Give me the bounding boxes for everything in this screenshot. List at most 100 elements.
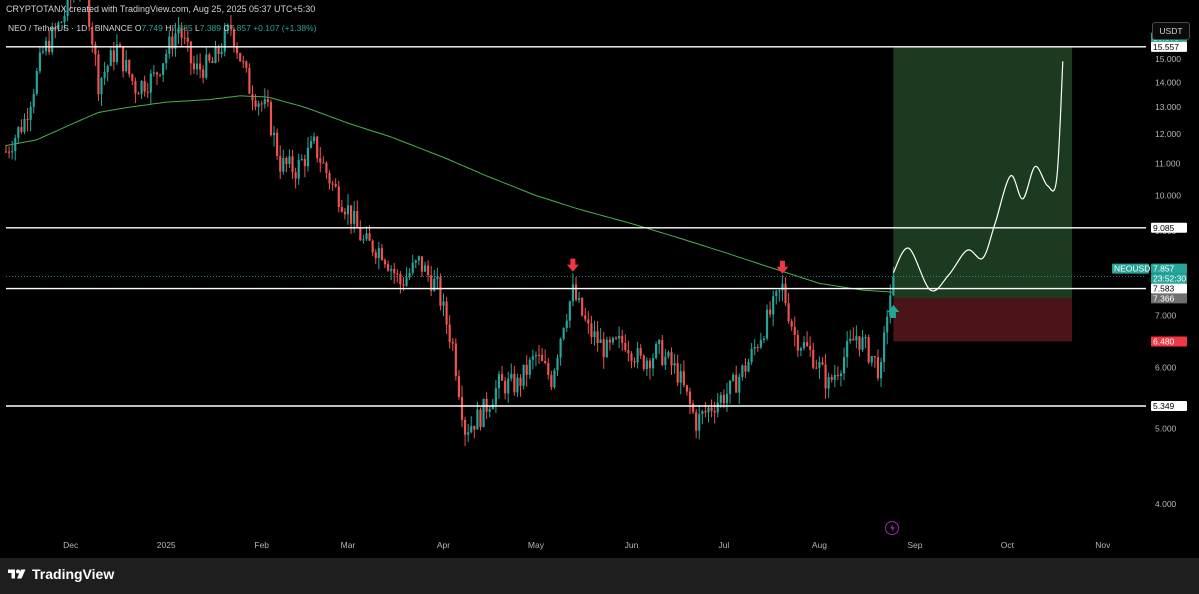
candle-body xyxy=(716,402,719,413)
candle-body xyxy=(562,328,565,339)
candle-body xyxy=(211,60,214,63)
candle-body xyxy=(260,103,263,105)
price-tag-text: 7.366 xyxy=(1153,293,1175,303)
candle-body xyxy=(799,348,802,351)
candle-body xyxy=(701,411,704,414)
candle-body xyxy=(781,283,784,291)
candle-body xyxy=(732,374,735,381)
stop-zone xyxy=(893,298,1073,342)
candle-body xyxy=(118,44,122,47)
candle-body xyxy=(753,346,756,349)
candle-body xyxy=(633,360,636,363)
candle-body xyxy=(288,156,291,164)
candle-body xyxy=(152,72,155,74)
candle-body xyxy=(824,364,827,389)
candle-body xyxy=(300,159,303,161)
candle-body xyxy=(476,409,479,430)
candle-body xyxy=(35,71,38,94)
candle-body xyxy=(544,360,547,364)
candle-body xyxy=(639,348,642,356)
candle-body xyxy=(704,411,707,413)
candle-body xyxy=(442,301,445,306)
high-value: 7.885 xyxy=(171,23,193,33)
price-tick-label: 12.000 xyxy=(1155,129,1181,139)
price-tick-label: 13.000 xyxy=(1155,102,1181,112)
candle-body xyxy=(550,375,553,388)
candle-body xyxy=(158,74,162,76)
candle-body xyxy=(374,252,377,259)
candle-body xyxy=(322,162,325,164)
candle-body xyxy=(519,377,522,386)
candle-body xyxy=(510,373,513,379)
candle-body xyxy=(328,173,331,184)
candle-body xyxy=(769,309,772,315)
candle-body xyxy=(32,93,35,107)
candle-body xyxy=(294,172,297,179)
candle-body xyxy=(571,284,574,302)
candle-body xyxy=(651,357,655,369)
symbol-name[interactable]: NEO / TetherUS · 1D · BINANCE xyxy=(8,23,133,33)
candle-body xyxy=(722,395,725,404)
time-axis[interactable]: Dec 2025 Feb Mar Apr May Jun Jul Aug Sep Oct Nov xyxy=(63,540,1111,550)
candle-body xyxy=(20,127,23,132)
candle-body xyxy=(790,321,793,327)
candle-body xyxy=(534,354,538,357)
candle-body xyxy=(614,337,618,339)
price-tag-box xyxy=(1112,263,1149,274)
candle-body xyxy=(645,360,648,369)
candle-body xyxy=(454,343,457,377)
chart-area[interactable]: 4.0005.0006.0007.0008.0009.00010.00011.0… xyxy=(0,0,1199,558)
candle-body xyxy=(11,151,14,153)
horizontal-levels[interactable] xyxy=(6,46,1146,407)
candle-body xyxy=(457,376,460,397)
signal-arrows xyxy=(566,258,900,319)
candle-body xyxy=(765,309,769,339)
arrow-up-icon xyxy=(887,305,900,319)
candle-body xyxy=(556,357,559,371)
candle-body xyxy=(362,239,365,241)
candles xyxy=(4,0,895,447)
candle-body xyxy=(590,323,593,338)
candle-body xyxy=(593,331,596,338)
candle-body xyxy=(500,374,504,381)
candle-body xyxy=(313,136,316,142)
candle-body xyxy=(541,354,544,361)
brand-name: TradingView xyxy=(32,566,115,582)
candle-body xyxy=(445,301,448,325)
candle-body xyxy=(735,374,738,393)
candle-body xyxy=(648,360,652,369)
moving-average-line xyxy=(5,95,894,293)
candle-body xyxy=(504,380,507,394)
time-tick-label: Jun xyxy=(625,540,639,550)
candle-body xyxy=(279,156,282,172)
tradingview-logo[interactable]: TradingView xyxy=(8,566,114,582)
candle-body xyxy=(285,157,288,164)
candle-body xyxy=(236,46,239,54)
price-tag-text: 23:52:30 xyxy=(1153,274,1186,284)
candle-body xyxy=(725,393,729,404)
price-tag-box xyxy=(1151,293,1187,304)
candle-body xyxy=(827,377,830,389)
price-tag-text: 9.085 xyxy=(1153,223,1175,233)
candle-body xyxy=(220,51,223,55)
candle-body xyxy=(353,211,356,224)
candle-body xyxy=(177,28,180,34)
candle-body xyxy=(254,100,257,107)
candle-body xyxy=(892,276,895,296)
candle-body xyxy=(371,240,374,253)
price-tag-box xyxy=(1151,336,1187,347)
candle-body xyxy=(346,205,350,215)
lightning-icon[interactable] xyxy=(885,521,899,535)
candle-body xyxy=(525,364,528,375)
candle-body xyxy=(775,291,778,297)
candle-body xyxy=(661,340,664,365)
currency-button[interactable]: USDT xyxy=(1152,22,1190,40)
candle-body xyxy=(269,102,273,136)
candle-body xyxy=(581,297,584,316)
candle-body xyxy=(488,409,491,412)
price-tag-text: 15.557 xyxy=(1153,42,1179,52)
candle-body xyxy=(242,61,245,63)
candlestick-chart[interactable]: 4.0005.0006.0007.0008.0009.00010.00011.0… xyxy=(0,0,1199,558)
candle-body xyxy=(94,44,97,55)
candle-body xyxy=(861,337,864,350)
